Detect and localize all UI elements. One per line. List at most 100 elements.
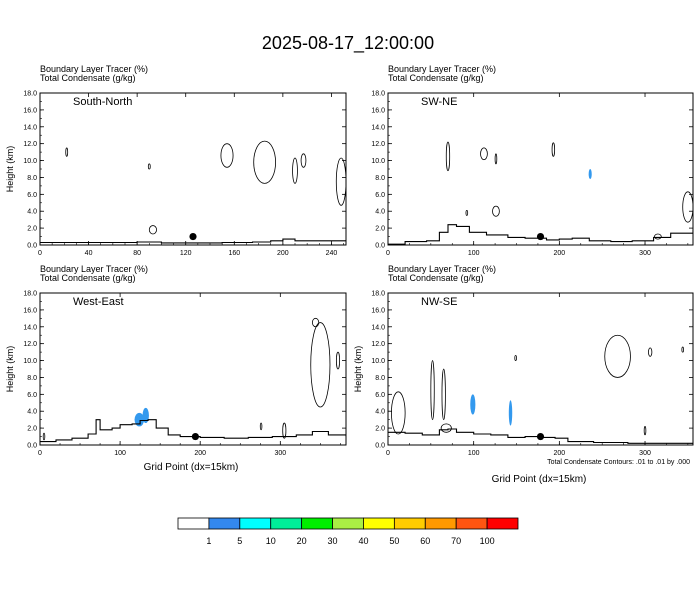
y-tick-label: 2.0 [375,226,385,233]
plot-frame [39,92,347,246]
colorbar-swatch [301,517,333,530]
tracer-contour [654,233,662,240]
tracer-contour [292,157,298,184]
x-axis-label-right: Grid Point (dx=15km) [492,474,587,485]
y-tick-label: 8.0 [27,375,37,382]
panel-header-line1: Boundary Layer Tracer (%) [388,64,496,74]
tracer-contour [465,209,469,216]
condensate-fill [588,169,592,180]
x-tick-label: 160 [228,250,240,257]
tracer-contour [282,422,287,439]
y-tick-label: 14.0 [371,124,385,131]
colorbar-label: 100 [480,536,495,546]
colorbar-swatch [486,517,519,530]
tracer-contour [643,426,647,436]
location-marker [189,232,197,241]
tracer-contour [311,317,320,328]
panel-label: South-North [73,96,132,108]
colorbar-label: 40 [358,536,368,546]
tracer-contour [494,153,498,165]
x-tick-label: 120 [180,250,192,257]
colorbar-swatch [332,517,364,530]
terrain-line [40,419,346,443]
y-tick-label: 10.0 [371,358,385,365]
condensate-fill [470,394,476,415]
x-axis-label-left: Grid Point (dx=15km) [144,462,239,473]
y-tick-label: 10.0 [23,158,37,165]
y-tick-label: 18.0 [23,291,37,298]
y-tick-label: 10.0 [23,358,37,365]
y-tick-label: 4.0 [375,409,385,416]
y-tick-label: 18.0 [371,291,385,298]
y-tick-label: 12.0 [371,141,385,148]
colorbar-label: 30 [328,536,338,546]
colorbar-swatch [270,517,303,530]
tracer-contour [480,147,488,161]
colorbar-swatch [455,517,488,530]
terrain-line [388,224,693,245]
y-tick-label: 10.0 [371,158,385,165]
colorbar-label: 20 [297,536,307,546]
tracer-contour [310,322,331,408]
condensate-fill [134,412,145,427]
y-tick-label: 16.0 [23,107,37,114]
y-tick-label: 8.0 [375,175,385,182]
panel-header-line2: Total Condensate (g/kg) [388,73,484,83]
panel-nw-se: Boundary Layer Tracer (%)Total Condensat… [353,264,694,457]
plot-area [40,317,346,443]
colorbar-label: 1 [206,536,211,546]
x-tick-label: 0 [386,250,390,257]
condensate-fill [142,407,149,424]
y-tick-label: 18.0 [371,91,385,98]
y-tick-label: 4.0 [27,209,37,216]
y-tick-label: 0.0 [27,243,37,250]
x-tick-label: 200 [277,250,289,257]
colorbar-label: 50 [389,536,399,546]
y-axis-label: Height (km) [353,346,363,393]
tracer-contour [430,360,435,421]
y-tick-label: 18.0 [23,91,37,98]
tracer-contour [300,153,307,168]
colorbar-swatch [208,517,241,530]
plot-frame [39,292,347,446]
location-marker [191,432,200,441]
tracer-contour [391,391,406,435]
x-tick-label: 100 [468,450,480,457]
y-tick-label: 16.0 [23,307,37,314]
tracer-contour [648,347,653,357]
tracer-contour [147,163,151,170]
panel-south-north: Boundary Layer Tracer (%)Total Condensat… [5,64,347,257]
y-tick-label: 12.0 [371,341,385,348]
y-tick-label: 12.0 [23,341,37,348]
colorbar-label: 70 [451,536,461,546]
tracer-contour [148,225,157,235]
tracer-contour [604,334,631,378]
panel-header-line1: Boundary Layer Tracer (%) [388,264,496,274]
terrain-line [388,428,693,445]
x-tick-label: 100 [468,250,480,257]
tracer-contour [335,351,340,370]
x-tick-label: 80 [133,250,141,257]
colorbar-label: 60 [420,536,430,546]
x-tick-label: 40 [85,250,93,257]
panel-header-line2: Total Condensate (g/kg) [388,273,484,283]
condensate-fill [508,400,513,426]
y-tick-label: 6.0 [27,192,37,199]
tracer-contour [440,423,452,433]
x-tick-label: 300 [639,250,651,257]
y-tick-label: 8.0 [375,375,385,382]
y-tick-label: 12.0 [23,141,37,148]
x-tick-label: 300 [274,450,286,457]
y-axis-label: Height (km) [5,146,15,193]
tracer-contour [441,368,446,421]
colorbar-swatch [177,517,210,530]
y-tick-label: 6.0 [27,392,37,399]
colorbar-swatch [424,517,457,530]
tracer-contour [445,141,451,172]
y-tick-label: 4.0 [27,409,37,416]
x-tick-label: 0 [38,250,42,257]
y-tick-label: 0.0 [375,243,385,250]
y-tick-label: 8.0 [27,175,37,182]
x-tick-label: 200 [554,450,566,457]
